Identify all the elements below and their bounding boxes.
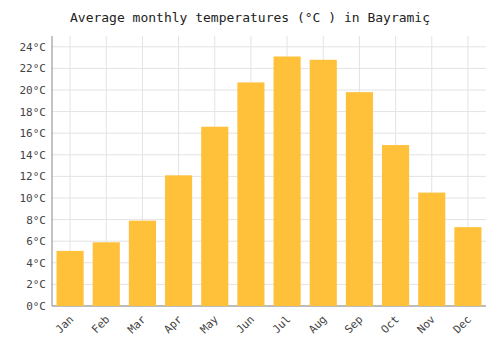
y-grid-line: [52, 176, 486, 177]
x-tick-label: May: [198, 313, 222, 337]
bar: [201, 127, 228, 306]
bar: [165, 175, 192, 306]
bar: [237, 82, 264, 306]
grid: [52, 36, 486, 306]
y-tick-label: 14°C: [20, 149, 47, 162]
x-tick-label: Apr: [161, 313, 185, 337]
bar: [346, 92, 373, 306]
y-tick-label: 18°C: [20, 106, 47, 119]
x-tick-label: Dec: [451, 313, 474, 336]
y-grid-line: [52, 133, 486, 134]
y-tick-label: 4°C: [26, 257, 46, 270]
x-tick-label: Jan: [53, 313, 76, 336]
y-tick-label: 8°C: [26, 214, 46, 227]
bars: [57, 57, 482, 306]
x-tick-label: Aug: [306, 313, 329, 336]
bar: [418, 193, 445, 306]
y-tick-label: 10°C: [20, 192, 47, 205]
y-axis-line: [52, 36, 53, 306]
y-grid-line: [52, 46, 486, 47]
bar: [274, 57, 301, 306]
x-tick-label: Mar: [125, 313, 149, 337]
y-tick-label: 0°C: [26, 300, 46, 313]
chart: Average monthly temperatures (°C ) in Ba…: [0, 0, 500, 350]
chart-root: Average monthly temperatures (°C ) in Ba…: [0, 0, 500, 350]
x-tick-label: Jun: [234, 313, 257, 336]
bar: [310, 60, 337, 306]
y-grid-line: [52, 154, 486, 155]
x-tick-label: Jul: [270, 313, 293, 336]
y-grid-line: [52, 111, 486, 112]
bar: [129, 221, 156, 306]
title: Average monthly temperatures (°C ) in Ba…: [70, 10, 430, 25]
axes: 0°C 2°C 4°C 6°C 8°C 10°C 12°C 14°C 16°C 18°C 20°C 2…: [20, 36, 487, 336]
y-grid-line: [52, 68, 486, 69]
bar: [382, 145, 409, 306]
y-tick-label: 2°C: [26, 278, 46, 291]
y-tick-label: 24°C: [20, 41, 47, 54]
x-tick-label: Oct: [378, 313, 401, 336]
y-tick-label: 12°C: [20, 170, 47, 183]
bar: [57, 251, 84, 306]
y-tick-label: 16°C: [20, 127, 47, 140]
x-tick-label: Feb: [89, 313, 112, 336]
bar: [93, 242, 120, 306]
bar: [454, 227, 481, 306]
y-tick-label: 6°C: [26, 235, 46, 248]
y-tick-label: 22°C: [20, 62, 47, 75]
y-grid-line: [52, 90, 486, 91]
y-tick-label: 20°C: [20, 84, 47, 97]
x-tick-label: Sep: [342, 313, 365, 336]
x-tick-label: Nov: [415, 313, 439, 337]
